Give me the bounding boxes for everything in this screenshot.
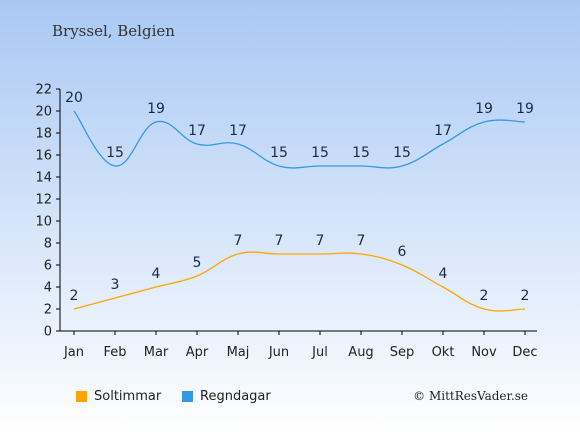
x-tick-label: Jul [311, 345, 328, 360]
x-tick-label: Apr [186, 345, 209, 360]
legend-item-regndagar: Regndagar [182, 389, 271, 404]
data-label-soltimmar: 7 [316, 233, 325, 249]
data-label-regndagar: 19 [516, 101, 534, 117]
series-layer [73, 110, 526, 312]
legend-label-regndagar: Regndagar [200, 389, 271, 404]
data-label-regndagar: 19 [147, 101, 165, 117]
y-tick-label: 4 [44, 281, 52, 296]
legend-swatch-regndagar [182, 391, 193, 402]
x-tick-label: Jun [268, 345, 289, 360]
legend-swatch-soltimmar [76, 391, 87, 402]
data-labels: 2 3 4 5 7 7 7 7 6 4 2 2 20 15 19 17 17 15 15 15 15 17 19 19 [65, 90, 534, 304]
data-label-soltimmar: 2 [521, 288, 530, 304]
x-tick-label: Aug [348, 345, 373, 360]
y-tick-label: 16 [35, 149, 52, 164]
data-label-soltimmar: 4 [152, 266, 161, 282]
y-tick-label: 18 [35, 127, 52, 142]
y-tick-label: 14 [35, 171, 52, 186]
data-label-soltimmar: 6 [398, 244, 407, 260]
data-label-regndagar: 19 [475, 101, 493, 117]
x-tick-label: Mar [144, 345, 169, 360]
data-label-soltimmar: 2 [70, 288, 79, 304]
data-label-regndagar: 15 [106, 145, 124, 161]
data-label-soltimmar: 3 [111, 277, 120, 293]
y-tick-label: 20 [35, 105, 52, 120]
data-label-soltimmar: 2 [480, 288, 489, 304]
x-tick-label: Maj [227, 345, 250, 360]
y-tick-label: 10 [35, 215, 52, 230]
y-tick-label: 22 [35, 83, 52, 98]
y-tick-label: 8 [44, 237, 52, 252]
data-label-regndagar: 17 [188, 123, 206, 139]
y-tick-label: 12 [35, 193, 52, 208]
x-tick-label: Okt [432, 345, 455, 360]
y-tick-label: 2 [44, 303, 52, 318]
data-label-regndagar: 20 [65, 90, 83, 106]
series-line-regndagar [73, 110, 526, 169]
chart-title: Bryssel, Belgien [52, 22, 175, 40]
data-label-regndagar: 15 [393, 145, 411, 161]
y-tick-label: 0 [44, 325, 52, 340]
x-tick-label: Jan [63, 345, 84, 360]
x-tick-label: Dec [512, 345, 537, 360]
legend-item-soltimmar: Soltimmar [76, 389, 161, 404]
x-tick-label: Sep [390, 345, 415, 360]
y-tick-label: 6 [44, 259, 52, 274]
x-tick-label: Nov [471, 345, 497, 360]
data-label-regndagar: 15 [352, 145, 370, 161]
series-line-soltimmar [73, 251, 526, 312]
data-label-soltimmar: 5 [193, 255, 202, 271]
data-label-regndagar: 17 [434, 123, 452, 139]
data-label-regndagar: 15 [311, 145, 329, 161]
x-tick-label: Feb [103, 345, 126, 360]
legend-label-soltimmar: Soltimmar [94, 389, 162, 404]
data-label-regndagar: 17 [229, 123, 247, 139]
data-label-soltimmar: 4 [439, 266, 448, 282]
copyright-text: © MittResVader.se [413, 389, 528, 403]
data-label-regndagar: 15 [270, 145, 288, 161]
data-label-soltimmar: 7 [275, 233, 284, 249]
data-label-soltimmar: 7 [234, 233, 243, 249]
data-label-soltimmar: 7 [357, 233, 366, 249]
